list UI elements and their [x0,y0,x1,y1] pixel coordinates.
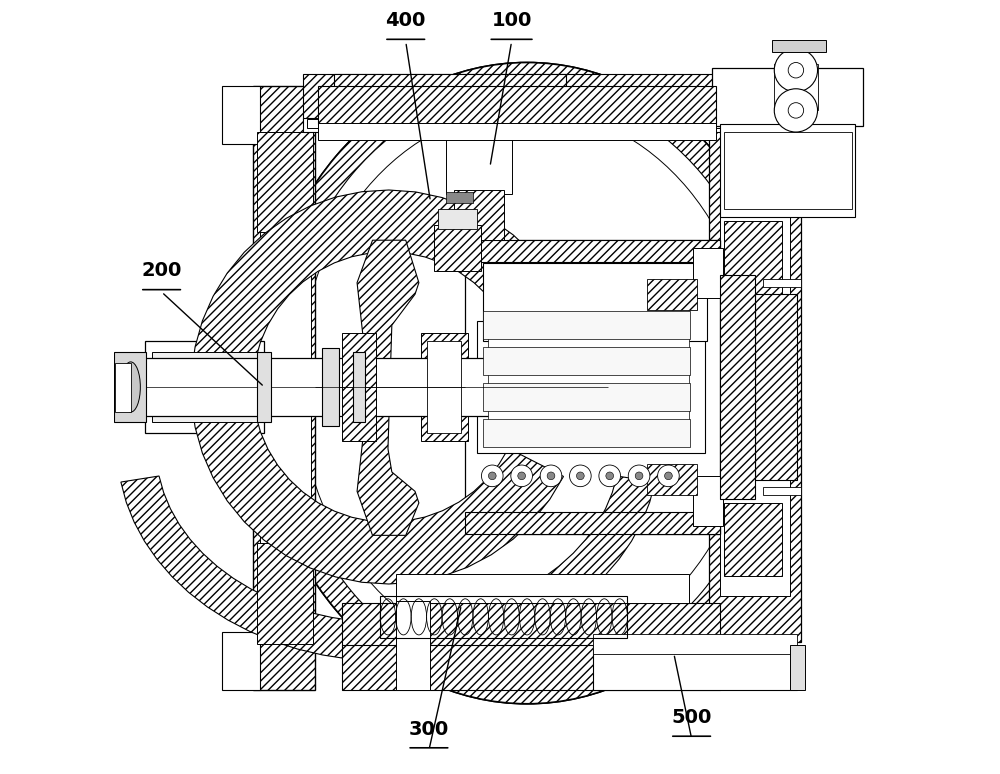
Ellipse shape [299,109,755,657]
Bar [222,632,260,690]
Bar [318,86,716,125]
Bar [152,352,260,422]
Polygon shape [357,240,419,536]
Circle shape [606,472,614,480]
Bar [454,190,504,240]
Bar [222,86,260,144]
Bar [303,118,751,132]
Text: 300: 300 [409,720,449,738]
Bar [647,279,697,310]
Bar [693,248,723,298]
Bar [483,311,690,339]
Ellipse shape [280,87,774,679]
Polygon shape [780,47,813,51]
Circle shape [488,472,496,480]
Bar [763,279,801,286]
Bar [353,352,365,422]
Bar [465,240,720,262]
Polygon shape [260,132,311,643]
Bar [145,358,600,416]
Ellipse shape [121,362,140,412]
Circle shape [511,465,532,487]
Circle shape [518,472,525,480]
Bar [318,123,716,140]
Bar [434,224,481,271]
Bar [477,321,705,453]
Bar [334,74,566,111]
Circle shape [788,63,804,78]
Circle shape [774,49,818,92]
Text: 200: 200 [141,262,182,280]
Text: 500: 500 [671,708,712,727]
Circle shape [547,472,555,480]
Polygon shape [191,190,564,584]
Circle shape [774,89,818,132]
Bar [774,64,818,111]
Bar [724,221,782,294]
Bar [763,488,801,495]
Bar [342,333,376,441]
Bar [396,601,430,690]
Bar [421,333,468,441]
Bar [446,191,473,203]
Circle shape [665,472,672,480]
Bar [720,275,755,499]
Bar [709,117,801,642]
Polygon shape [257,543,313,643]
Circle shape [570,465,591,487]
Bar [720,163,790,596]
Bar [438,209,477,228]
Bar [720,125,855,217]
Polygon shape [253,86,315,690]
Bar [483,383,690,411]
Bar [712,68,863,126]
Circle shape [628,465,650,487]
Bar [396,574,689,603]
Bar [772,40,826,52]
Text: 400: 400 [386,11,426,30]
Text: 100: 100 [491,11,532,30]
Ellipse shape [257,63,797,704]
Bar [380,596,627,638]
Polygon shape [121,476,655,661]
Bar [257,352,271,422]
Bar [342,645,720,690]
Bar [724,132,852,209]
Bar [483,263,707,341]
Bar [724,503,782,577]
Bar [342,603,720,646]
Circle shape [599,465,621,487]
Circle shape [635,472,643,480]
Ellipse shape [257,63,797,704]
Polygon shape [257,132,313,232]
Bar [465,512,720,534]
Circle shape [540,465,562,487]
Circle shape [658,465,679,487]
Circle shape [788,103,804,118]
Bar [465,240,720,534]
Bar [322,348,339,426]
Circle shape [576,472,584,480]
Bar [693,476,723,526]
Bar [114,352,146,422]
Bar [427,341,461,433]
Bar [145,341,264,433]
Bar [446,139,512,194]
Bar [593,634,797,653]
Bar [307,119,747,128]
Ellipse shape [284,90,770,676]
Bar [488,330,689,443]
Circle shape [481,465,503,487]
Bar [483,420,690,447]
Bar [755,294,797,480]
Bar [647,464,697,495]
Bar [303,74,751,121]
Bar [483,348,690,375]
Bar [593,645,797,690]
Bar [790,645,805,690]
Bar [115,363,131,412]
